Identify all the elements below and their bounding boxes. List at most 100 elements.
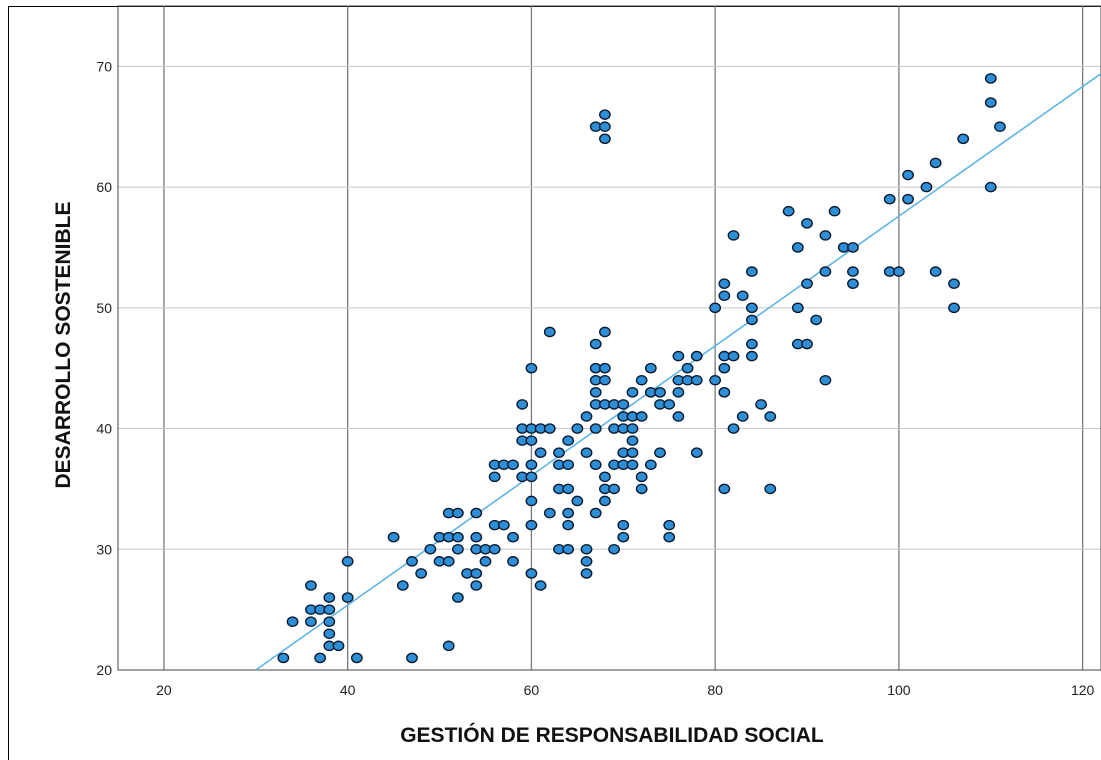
data-point xyxy=(396,580,409,591)
data-point xyxy=(589,459,602,471)
data-point xyxy=(644,362,657,374)
data-point xyxy=(350,652,363,664)
data-point xyxy=(718,387,731,398)
data-point xyxy=(470,568,483,579)
data-point xyxy=(571,495,584,507)
data-point xyxy=(663,531,676,543)
data-point xyxy=(580,568,593,579)
data-point xyxy=(672,350,685,362)
data-point xyxy=(553,447,565,458)
data-point xyxy=(626,435,639,446)
data-point xyxy=(736,290,749,302)
data-point xyxy=(424,543,437,555)
data-point xyxy=(672,387,685,398)
data-point xyxy=(323,592,336,603)
data-point xyxy=(442,556,455,567)
data-point xyxy=(599,133,611,145)
data-point xyxy=(957,133,970,145)
data-point xyxy=(470,531,483,543)
data-point xyxy=(718,483,731,495)
data-point xyxy=(488,471,501,483)
data-point xyxy=(663,519,676,531)
data-points xyxy=(277,73,1006,664)
data-point xyxy=(745,314,758,326)
x-tick-label: 100 xyxy=(887,682,911,698)
data-point xyxy=(690,447,703,458)
axis-ticks: 20 40 60 80 100 120 20 30 40 50 60 70 xyxy=(96,58,1094,698)
data-point xyxy=(525,568,538,579)
data-point xyxy=(745,338,758,350)
data-point xyxy=(507,531,519,543)
data-point xyxy=(635,374,648,386)
data-point xyxy=(635,483,648,495)
data-point xyxy=(626,423,639,434)
y-tick-label: 60 xyxy=(96,179,112,195)
data-point xyxy=(599,374,611,386)
data-point xyxy=(626,447,639,458)
data-point xyxy=(681,362,694,374)
data-point xyxy=(571,423,584,434)
data-point xyxy=(305,580,317,591)
data-point xyxy=(314,652,327,664)
data-point xyxy=(534,447,547,458)
data-point xyxy=(323,628,336,640)
data-point xyxy=(488,543,501,555)
data-point xyxy=(791,242,804,253)
data-point xyxy=(562,519,575,531)
data-point xyxy=(801,218,813,229)
data-point xyxy=(562,507,575,519)
data-point xyxy=(599,362,611,374)
data-point xyxy=(516,399,529,410)
data-point xyxy=(580,543,593,555)
data-point xyxy=(507,556,519,567)
data-point xyxy=(654,447,666,458)
data-point xyxy=(341,556,354,567)
data-point xyxy=(892,266,905,277)
data-point xyxy=(755,399,767,410)
data-point xyxy=(332,640,345,652)
data-point xyxy=(562,543,575,555)
data-point xyxy=(323,616,336,628)
y-tick-label: 20 xyxy=(96,662,112,678)
data-point xyxy=(764,411,777,422)
data-point xyxy=(709,374,722,386)
y-tick-label: 30 xyxy=(96,541,112,557)
data-point xyxy=(920,181,933,193)
data-point xyxy=(599,495,611,507)
data-point xyxy=(277,652,290,664)
data-point xyxy=(525,471,538,483)
x-axis-title: GESTIÓN DE RESPONSABILIDAD SOCIAL xyxy=(400,723,824,747)
data-point xyxy=(323,604,336,615)
data-point xyxy=(810,314,823,326)
data-point xyxy=(589,387,602,398)
data-point xyxy=(452,543,464,555)
data-point xyxy=(782,205,795,217)
x-tick-label: 80 xyxy=(707,682,723,698)
data-point xyxy=(690,374,703,386)
data-point xyxy=(442,640,455,652)
y-tick-label: 70 xyxy=(96,58,112,74)
data-point xyxy=(663,399,676,410)
data-point xyxy=(635,411,648,422)
data-point xyxy=(470,507,483,519)
data-point xyxy=(709,302,722,314)
data-point xyxy=(984,73,997,84)
data-point xyxy=(608,543,620,555)
data-point xyxy=(562,459,575,471)
x-tick-label: 40 xyxy=(340,682,356,698)
data-point xyxy=(599,471,611,483)
y-tick-label: 50 xyxy=(96,300,112,316)
data-point xyxy=(764,483,777,495)
data-point xyxy=(589,423,602,434)
data-point xyxy=(847,278,859,289)
data-point xyxy=(562,483,575,495)
data-point xyxy=(745,350,758,362)
data-point xyxy=(534,580,547,591)
data-point xyxy=(929,157,942,169)
data-point xyxy=(525,495,538,507)
data-point xyxy=(525,435,538,446)
data-point xyxy=(599,326,611,338)
data-point xyxy=(580,447,593,458)
data-point xyxy=(847,266,859,277)
data-point xyxy=(902,193,914,205)
